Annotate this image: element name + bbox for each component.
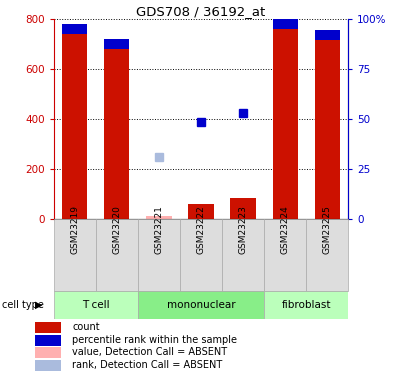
Bar (138, 219, 180, 291)
Text: GSM23222: GSM23222 (197, 205, 205, 254)
Bar (35, 322, 61, 333)
Bar (273, 19, 298, 219)
Text: GSM23225: GSM23225 (323, 205, 332, 254)
Bar (62, 24, 88, 219)
Text: fibroblast: fibroblast (281, 300, 331, 310)
Bar (104, 39, 129, 219)
Bar (188, 204, 214, 219)
Text: T cell: T cell (82, 300, 109, 310)
Text: GSM23221: GSM23221 (154, 205, 164, 254)
Title: GDS708 / 36192_at: GDS708 / 36192_at (137, 4, 265, 18)
Text: cell type: cell type (2, 300, 44, 310)
Bar (35, 334, 61, 346)
Text: GSM23220: GSM23220 (112, 205, 121, 254)
Bar (104, 39, 129, 49)
Text: percentile rank within the sample: percentile rank within the sample (72, 334, 237, 345)
Text: mononuclear: mononuclear (167, 300, 235, 310)
Bar (273, 19, 298, 29)
Bar (146, 216, 172, 219)
Text: GSM23224: GSM23224 (281, 205, 290, 254)
Bar (35, 360, 61, 371)
Bar (54, 291, 138, 319)
Bar (222, 219, 264, 291)
Bar (35, 347, 61, 358)
Bar (62, 24, 88, 34)
Bar (314, 30, 340, 40)
Text: count: count (72, 322, 100, 332)
Text: value, Detection Call = ABSENT: value, Detection Call = ABSENT (72, 347, 227, 357)
Text: rank, Detection Call = ABSENT: rank, Detection Call = ABSENT (72, 360, 222, 370)
Bar (54, 219, 96, 291)
Text: GSM23219: GSM23219 (70, 205, 79, 254)
Bar (230, 198, 256, 219)
Bar (314, 30, 340, 219)
Text: ▶: ▶ (35, 300, 43, 310)
Bar (306, 219, 348, 291)
Bar (138, 291, 264, 319)
Bar (264, 219, 306, 291)
Bar (180, 219, 222, 291)
Bar (96, 219, 138, 291)
Bar (264, 291, 348, 319)
Text: GSM23223: GSM23223 (238, 205, 248, 254)
